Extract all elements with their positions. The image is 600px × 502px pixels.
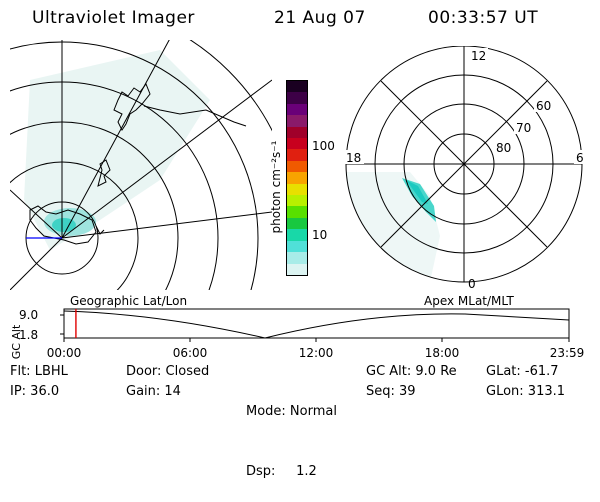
image-time: 00:33:57 UT bbox=[428, 8, 539, 28]
geographic-map-panel bbox=[10, 40, 272, 290]
colorbar-segment bbox=[287, 195, 307, 207]
polar-aurora-oval bbox=[402, 178, 436, 222]
geo-caption: Geographic Lat/Lon bbox=[70, 294, 188, 308]
colorbar-segment bbox=[287, 138, 307, 150]
colorbar-segment bbox=[287, 229, 307, 241]
glon-value: GLon: 313.1 bbox=[486, 384, 566, 399]
colorbar-tick-10: 10 bbox=[312, 228, 328, 242]
colorbar-segment bbox=[287, 115, 307, 127]
coastlines bbox=[29, 82, 247, 245]
time-tick-1800: 18:00 bbox=[425, 346, 460, 360]
colorbar-unit-label: photon cm⁻²s⁻¹ bbox=[269, 140, 283, 234]
instrument-name: Ultraviolet Imager bbox=[32, 8, 195, 28]
colorbar-segment bbox=[287, 263, 307, 275]
colorbar-tick-100: 100 bbox=[312, 139, 335, 153]
mlt-label-18: 18 bbox=[346, 151, 361, 165]
seq-value: Seq: 39 bbox=[366, 384, 416, 399]
colorbar-segment bbox=[287, 240, 307, 253]
mlt-label-0: 0 bbox=[468, 277, 476, 290]
door-value: Door: Closed bbox=[126, 364, 210, 379]
airglow-region bbox=[24, 50, 210, 250]
timeline-ytick-9: 9.0 bbox=[19, 308, 38, 322]
apex-caption: Apex MLat/MLT bbox=[424, 294, 514, 308]
colorbar-segment bbox=[287, 81, 307, 93]
time-tick-1200: 12:00 bbox=[299, 346, 334, 360]
info-column-door: Door: Closed Gain: 14 bbox=[126, 362, 209, 402]
color-scale-bar bbox=[286, 80, 308, 276]
orbit-timeline: GC Alt 9.0 1.8 00:00 06:00 12:00 18:00 2… bbox=[10, 308, 585, 360]
timeline-ytick-1-8: 1.8 bbox=[19, 328, 38, 342]
colorbar-segment bbox=[287, 183, 307, 196]
info-column-alt: GC Alt: 9.0 Re Seq: 39 bbox=[366, 362, 457, 402]
lat-label-60: 60 bbox=[536, 99, 551, 113]
colorbar-segment bbox=[287, 217, 307, 230]
colorbar-segment bbox=[287, 160, 307, 173]
colorbar-segment bbox=[287, 252, 307, 264]
colorbar-segment bbox=[287, 206, 307, 218]
gc-alt-value: GC Alt: 9.0 Re bbox=[366, 364, 457, 379]
info-column-geo: GLat: -61.7 GLon: 313.1 bbox=[486, 362, 565, 402]
magnetic-polar-plot: 12 18 6 0 60 70 80 bbox=[344, 46, 586, 290]
mode-value: Mode: Normal bbox=[246, 404, 337, 419]
colorbar-segment bbox=[287, 92, 307, 104]
info-column-mode: Mode: Normal Dsp: 1.2 bbox=[246, 362, 337, 502]
time-tick-2359: 23:59 bbox=[550, 346, 585, 360]
colorbar-segment bbox=[287, 172, 307, 184]
colorbar-segment bbox=[287, 149, 307, 161]
dsp-value: Dsp: 1.2 bbox=[246, 464, 317, 479]
time-tick-0600: 06:00 bbox=[173, 346, 208, 360]
mlt-label-6: 6 bbox=[576, 151, 584, 165]
info-column-filter: Flt: LBHL IP: 36.0 bbox=[10, 362, 68, 402]
altitude-curve bbox=[63, 310, 570, 339]
image-date: 21 Aug 07 bbox=[274, 8, 366, 28]
mlt-label-12: 12 bbox=[471, 49, 486, 63]
ip-value: IP: 36.0 bbox=[10, 384, 60, 399]
timeline-frame bbox=[63, 308, 570, 339]
title-bar: Ultraviolet Imager 21 Aug 07 00:33:57 UT bbox=[0, 8, 600, 32]
gain-value: Gain: 14 bbox=[126, 384, 181, 399]
colorbar-segment bbox=[287, 126, 307, 139]
filter-value: Flt: LBHL bbox=[10, 364, 68, 379]
lat-label-80: 80 bbox=[496, 141, 511, 155]
glat-value: GLat: -61.7 bbox=[486, 364, 559, 379]
colorbar-segment bbox=[287, 103, 307, 116]
lat-label-70: 70 bbox=[516, 121, 531, 135]
timeline-y-label: GC Alt bbox=[10, 324, 23, 359]
time-tick-0000: 00:00 bbox=[47, 346, 82, 360]
polar-airglow bbox=[346, 172, 440, 282]
